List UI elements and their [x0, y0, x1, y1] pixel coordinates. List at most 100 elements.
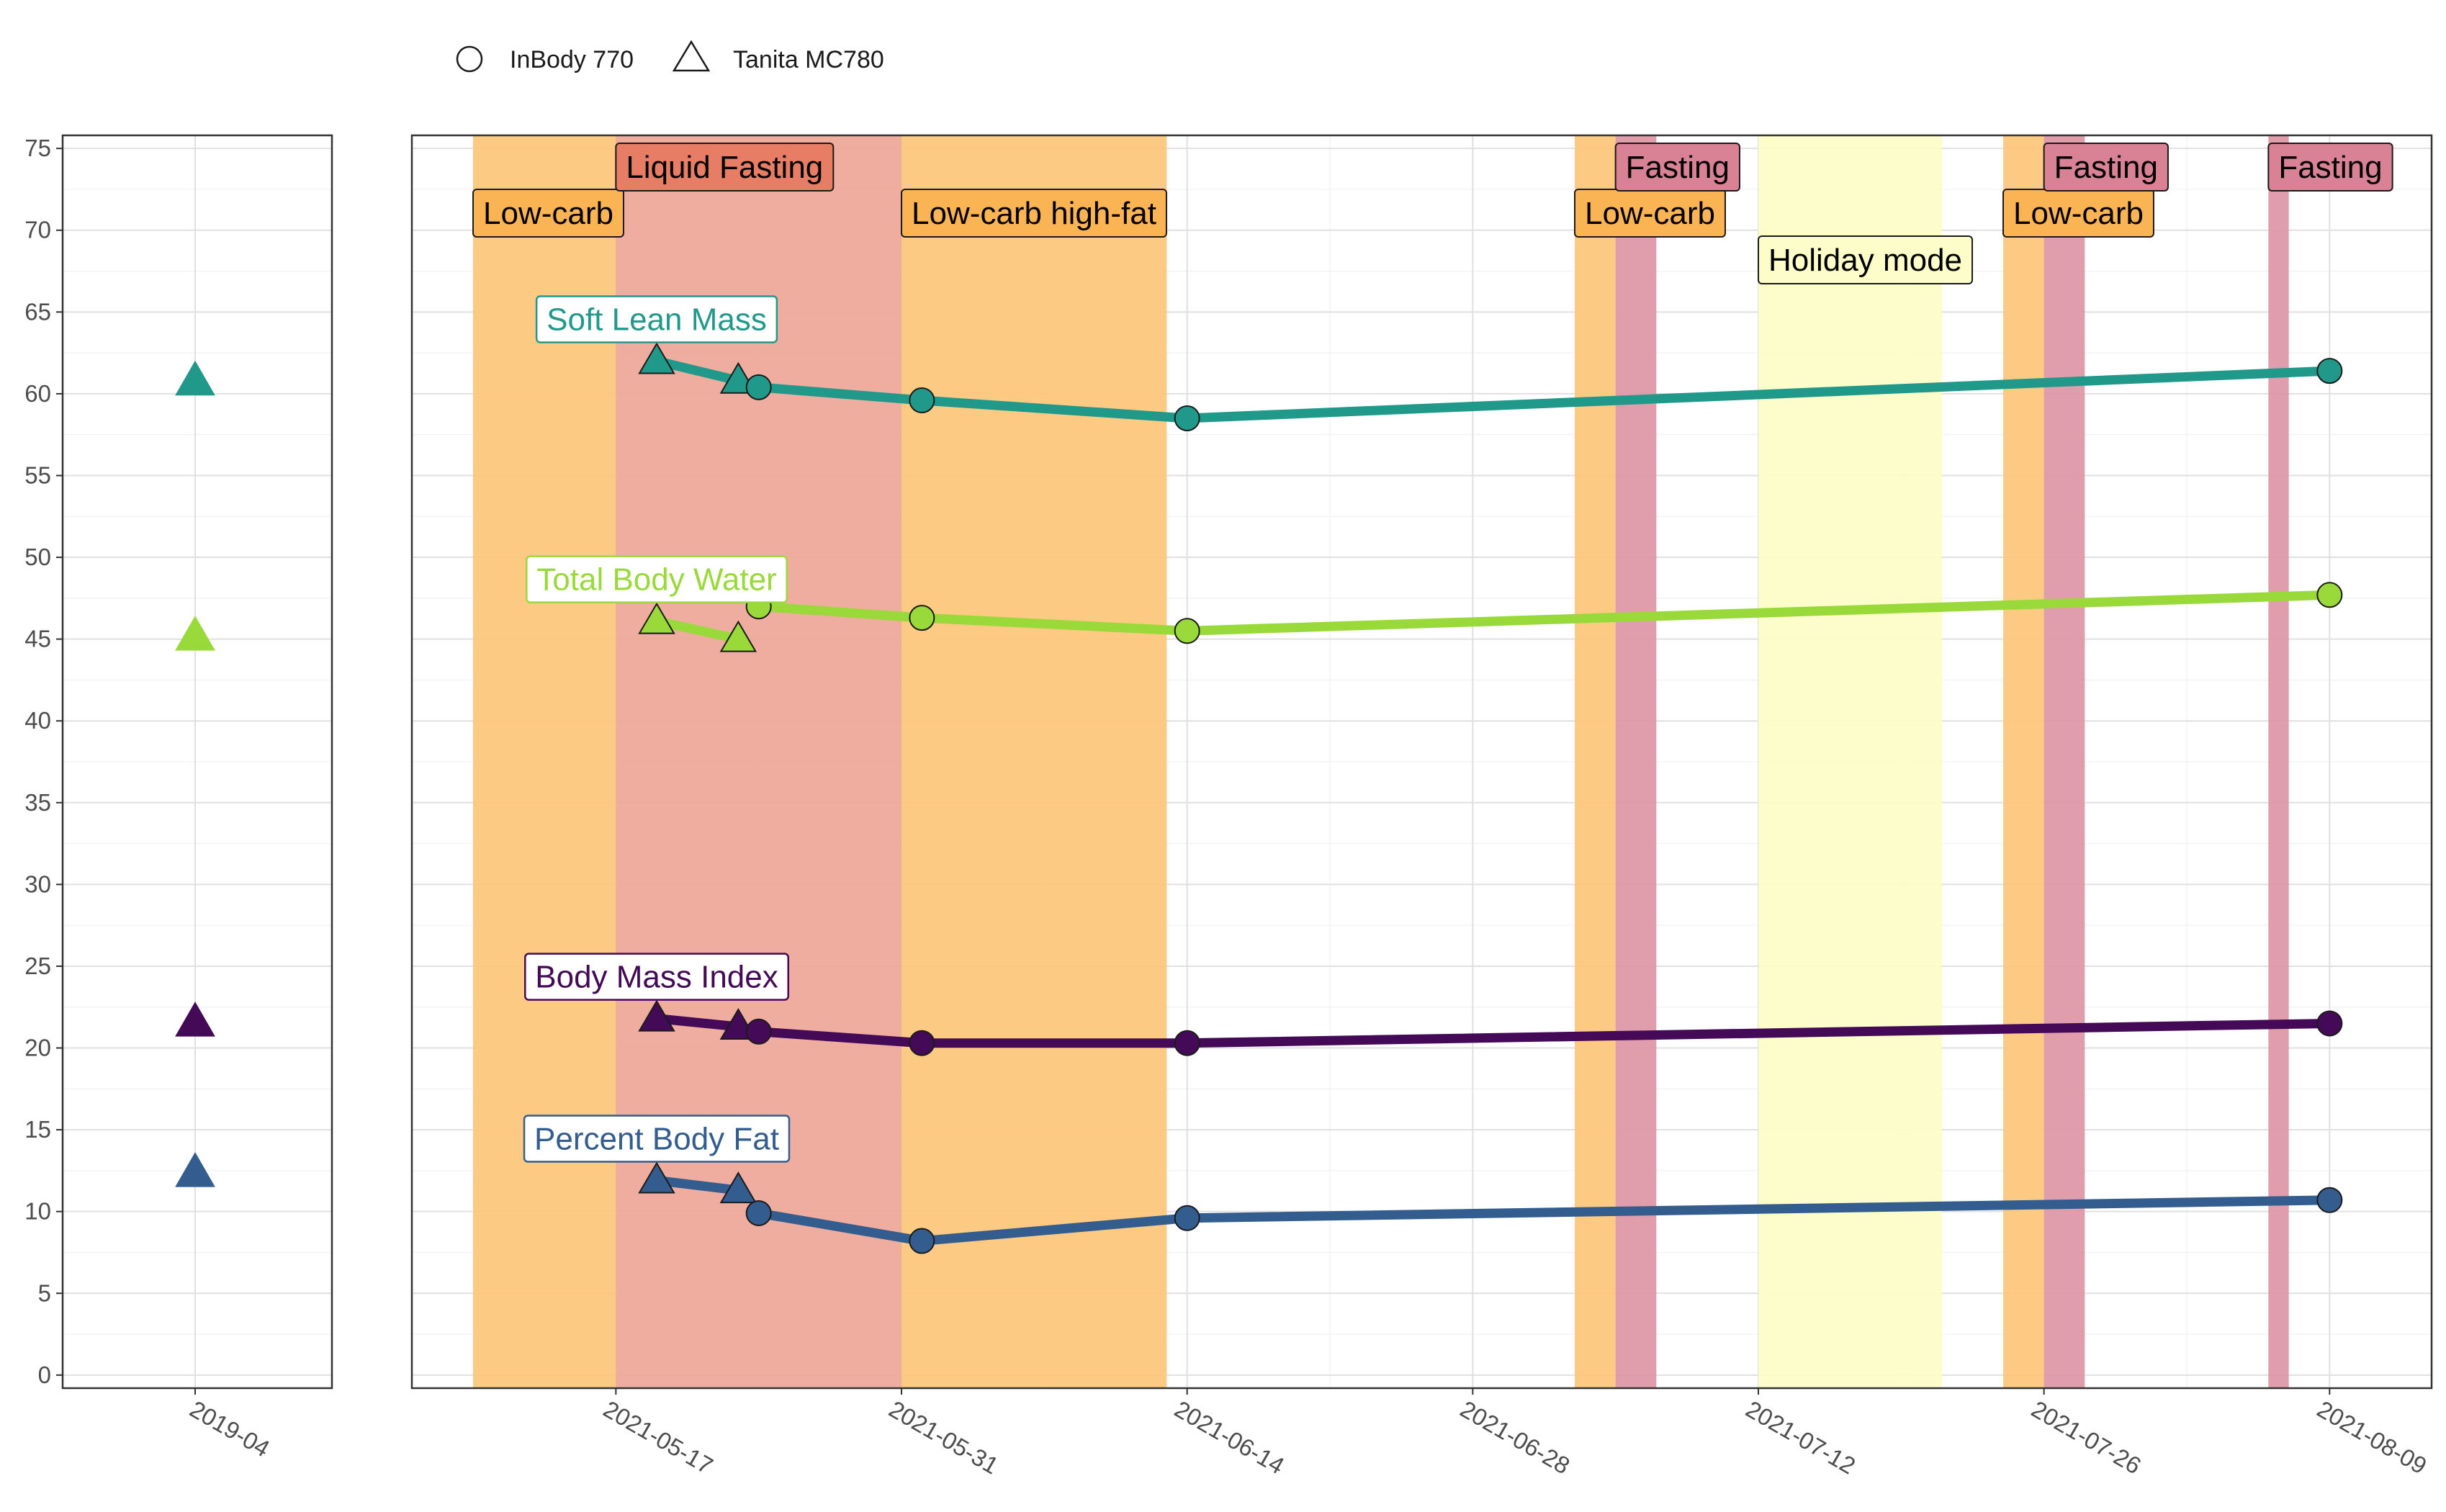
y-tick-label: 30 [24, 870, 51, 897]
series-line [754, 1018, 2334, 1048]
data-point-triangle [638, 342, 675, 374]
right-panel-border [410, 134, 2433, 1390]
y-tick-label: 60 [24, 380, 51, 407]
y-tick-label: 20 [24, 1035, 51, 1061]
data-point-circle [2316, 358, 2343, 384]
x-tick-label: 2021-08-09 [2313, 1395, 2432, 1479]
data-point-triangle [638, 602, 675, 634]
series-label: Soft Lean Mass [535, 295, 778, 343]
phase-band [2003, 135, 2044, 1388]
series-label-box [524, 953, 789, 1001]
series-line [754, 1195, 2334, 1246]
phase-label: Low-carb [1574, 189, 1726, 238]
data-point-circle [2316, 582, 2343, 608]
x-tick-label: 2021-05-17 [599, 1395, 718, 1479]
phase-band [1575, 135, 1616, 1388]
right-panel: Low-carb Liquid Fasting Low-carb high-fat L… [410, 134, 2433, 1479]
data-point-circle [909, 1228, 935, 1254]
series-label: Body Mass Index [524, 953, 789, 1001]
phase-label-box [1614, 143, 1740, 192]
x-tick-label: 2021-06-28 [1456, 1395, 1575, 1479]
series-label: Total Body Water [526, 555, 788, 603]
phase-band [2043, 135, 2085, 1388]
left-point-marker [175, 360, 215, 396]
y-tick-label: 75 [24, 135, 51, 161]
series-line [652, 356, 743, 386]
series-line [652, 1014, 743, 1032]
phase-label: Fasting [2267, 143, 2393, 192]
y-tick-label: 0 [38, 1362, 51, 1388]
x-tick-label: 2019-04 [186, 1395, 274, 1462]
x-tick-label: 2021-06-14 [1170, 1395, 1289, 1479]
x-tick-label: 2021-05-31 [885, 1395, 1004, 1479]
phase-label: Low-carb high-fat [901, 189, 1167, 238]
data-point-circle [1174, 1030, 1200, 1056]
phase-label-text: Liquid Fasting [626, 150, 823, 185]
phase-band [1758, 135, 1942, 1388]
series-line [652, 1176, 743, 1195]
series-label: Percent Body Fat [523, 1115, 791, 1163]
phase-label: Holiday mode [1758, 235, 1974, 284]
y-tick-label: 15 [24, 1116, 51, 1143]
phase-label-text: Fasting [1626, 150, 1730, 185]
y-tick-label: 70 [24, 217, 51, 243]
phase-label: Low-carb [2002, 189, 2154, 238]
data-point-triangle [719, 1171, 757, 1204]
data-point-triangle [719, 620, 757, 652]
phase-band [1615, 135, 1657, 1388]
legend: InBody 770 Tanita MC780 [456, 40, 884, 73]
left-point-marker [175, 1152, 215, 1187]
data-point-circle [745, 1018, 772, 1045]
series-line [754, 366, 2334, 423]
data-point-circle [2316, 1187, 2343, 1213]
phase-label: Fasting [1614, 143, 1740, 192]
data-point-circle [1174, 618, 1200, 644]
phase-label-text: Low-carb high-fat [912, 196, 1156, 231]
x-tick-label: 2021-07-26 [2027, 1395, 2146, 1479]
data-point-triangle [638, 999, 675, 1032]
y-tick-label: 55 [24, 462, 51, 488]
data-point-triangle [638, 1161, 675, 1194]
series-line [754, 590, 2334, 636]
y-tick-label: 45 [24, 626, 51, 652]
data-point-circle [909, 387, 935, 413]
y-tick-label: 40 [24, 707, 51, 734]
phase-band [2268, 135, 2289, 1388]
y-tick-label: 10 [24, 1198, 51, 1225]
data-point-circle [1174, 1205, 1200, 1231]
left-panel-border [61, 134, 333, 1390]
phase-band [901, 135, 1167, 1388]
legend-label-tanita: Tanita MC780 [733, 46, 884, 73]
phase-label-box [615, 143, 835, 192]
data-point-circle [1174, 405, 1200, 431]
left-point-marker [175, 1002, 215, 1037]
phase-label-text: Low-carb [1585, 196, 1715, 231]
left-panel: 0 5 10 15 20 25 30 35 40 45 50 55 60 65 70 75 2019-04 [24, 134, 333, 1462]
legend-label-inbody: InBody 770 [510, 46, 634, 73]
legend-triangle-icon [672, 40, 711, 72]
y-tick-label: 50 [24, 544, 51, 570]
x-tick-label: 2021-07-12 [1742, 1395, 1861, 1479]
phase-label-text: Low-carb [483, 196, 613, 231]
data-point-circle [745, 374, 772, 400]
y-tick-label: 25 [24, 953, 51, 979]
series-label-text: Soft Lean Mass [547, 302, 767, 337]
series-label-box [523, 1115, 791, 1163]
series-label-text: Percent Body Fat [534, 1122, 779, 1157]
y-tick-label: 35 [24, 789, 51, 816]
phase-band [473, 135, 616, 1388]
y-tick-label: 5 [38, 1279, 51, 1306]
series-label-text: Body Mass Index [535, 960, 778, 995]
data-point-circle [909, 1030, 935, 1056]
phase-label-text: Fasting [2054, 150, 2158, 185]
y-tick-label: 65 [24, 298, 51, 325]
phase-label: Low-carb [472, 189, 624, 238]
phase-label: Liquid Fasting [615, 143, 835, 192]
phase-label-box [1758, 235, 1974, 284]
left-point-marker [175, 616, 215, 651]
phase-label-box [472, 189, 624, 238]
series-label-box [526, 555, 788, 603]
phase-label-text: Low-carb [2013, 196, 2144, 231]
series-label-box [535, 295, 778, 343]
